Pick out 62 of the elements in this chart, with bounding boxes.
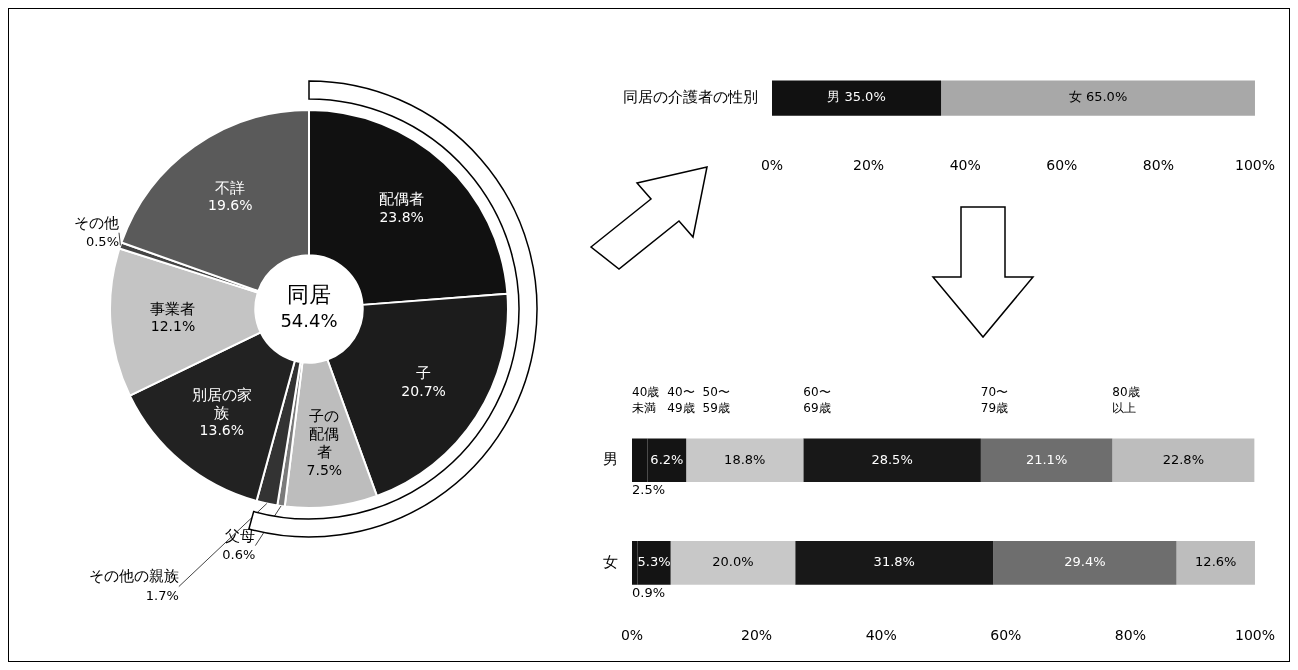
bar: [993, 541, 1177, 585]
series-label: 70〜79歳: [980, 384, 1009, 415]
bar: [803, 438, 981, 483]
data-label: 7.5%: [306, 462, 343, 479]
x-tick-label: 60%: [1046, 157, 1078, 174]
data-label: 0.6%: [222, 547, 256, 562]
series-label: 50〜59歳: [702, 384, 730, 415]
series-label: 60〜69歳: [803, 384, 831, 415]
data-label: 0.9%: [632, 585, 666, 601]
data-label: 0.5%: [85, 234, 119, 250]
slice-label: その他の親族: [88, 567, 179, 586]
x-tick-label: 40%: [865, 627, 897, 644]
slice-label: 事業者: [150, 299, 196, 318]
data-label: 22.8%: [1162, 451, 1204, 467]
x-tick-label: 20%: [741, 627, 773, 644]
x-tick-label: 20%: [853, 157, 885, 174]
data-label: 20.0%: [712, 554, 754, 570]
x-tick-label: 100%: [1234, 157, 1275, 174]
data-label: 29.4%: [1064, 554, 1106, 570]
x-tick-label: 40%: [949, 157, 981, 174]
x-tick-label: 0%: [760, 157, 784, 174]
x-tick-label: 80%: [1142, 157, 1174, 174]
data-label: 31.8%: [873, 554, 915, 570]
data-label: 19.6%: [208, 197, 253, 214]
data-label: 23.8%: [379, 208, 424, 225]
data-label: 5.3%: [637, 554, 671, 570]
data-label: 13.6%: [199, 422, 245, 439]
data-label: 18.8%: [724, 451, 766, 467]
x-tick-label: 100%: [1234, 627, 1275, 644]
y-tick-label: 同居の介護者の性別: [623, 87, 758, 106]
text: 同居 54.4%: [280, 281, 338, 331]
slice-label: 子: [416, 363, 432, 382]
x-tick-label: 60%: [990, 627, 1022, 644]
data-label: 女 65.0%: [1068, 89, 1128, 105]
data-label: 2.5%: [632, 482, 666, 498]
bar: [686, 438, 804, 483]
data-label: 1.7%: [145, 587, 179, 603]
slice-label: その他: [74, 213, 119, 232]
series-label: 80歳以上: [1112, 384, 1140, 415]
slice-label: 別居の家族: [191, 385, 252, 422]
bar: [980, 438, 1113, 483]
slice-label: 子の配偶者: [309, 407, 340, 462]
data-label: 20.7%: [401, 382, 446, 399]
bar: [1176, 541, 1255, 585]
slice-label: 不詳: [215, 178, 246, 197]
data-label: 6.2%: [650, 451, 684, 467]
series-label: 40〜49歳: [667, 384, 695, 415]
series-label: 40歳未満: [632, 384, 660, 415]
slice-label: 父母: [225, 526, 256, 545]
bar: [670, 541, 796, 585]
x-tick-label: 0%: [620, 627, 644, 644]
bar: [795, 541, 994, 585]
data-label: 12.1%: [150, 318, 196, 335]
y-tick-label: 男: [603, 450, 618, 469]
data-label: 12.6%: [1195, 554, 1237, 570]
y-tick-label: 女: [603, 552, 618, 571]
data-label: 男 35.0%: [827, 89, 886, 105]
slice-label: 配偶者: [379, 189, 425, 208]
data-label: 21.1%: [1025, 451, 1068, 467]
x-tick-label: 80%: [1114, 627, 1146, 644]
bar: [1112, 438, 1255, 483]
data-label: 28.5%: [871, 451, 913, 467]
